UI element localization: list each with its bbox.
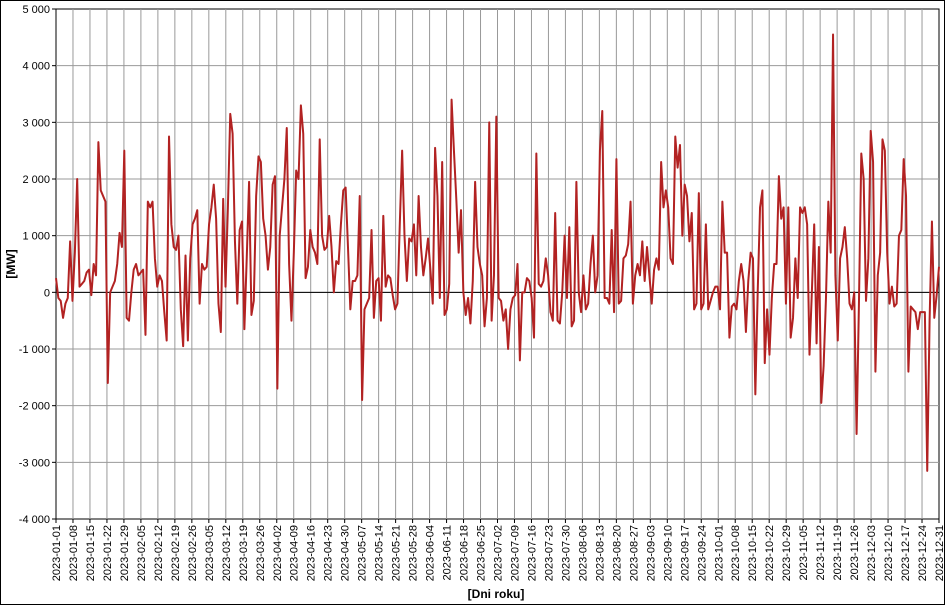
y-tick-label: 0 [44, 287, 50, 299]
series-group [55, 33, 940, 472]
x-tick-label: 2023-03-26 [255, 525, 267, 581]
x-tick-label: 2023-03-19 [238, 525, 250, 581]
y-axis-title: [MW] [4, 249, 18, 278]
x-tick-label: 2023-01-08 [68, 525, 80, 581]
x-tick-label: 2023-08-06 [577, 525, 589, 581]
x-tick-label: 2023-06-11 [442, 525, 454, 580]
x-tick-label: 2023-12-10 [883, 525, 895, 581]
y-tick-label: 1 000 [22, 231, 50, 243]
x-tick-label: 2023-07-16 [526, 525, 538, 581]
series-line-0 [55, 33, 940, 472]
y-axis-ticks: -4 000 -3 000 -2 000 -1 000 0 1 000 2 000 3 000… [19, 4, 56, 526]
x-tick-label: 2023-05-28 [408, 525, 420, 581]
x-tick-label: 2023-01-29 [119, 525, 131, 581]
x-tick-label: 2023-10-29 [781, 525, 793, 581]
x-tick-label: 2023-10-22 [764, 525, 776, 581]
x-tick-label: 2023-01-01 [51, 525, 63, 581]
x-tick-label: 2023-06-04 [425, 525, 437, 581]
x-tick-label: 2023-08-20 [611, 525, 623, 581]
x-axis-title: [Dni roku] [468, 587, 525, 601]
x-tick-label: 2023-11-12 [815, 525, 827, 580]
x-tick-label: 2023-02-12 [153, 525, 165, 581]
y-tick-label: -3 000 [19, 457, 50, 469]
y-tick-label: -4 000 [19, 514, 50, 526]
x-tick-label: 2023-02-26 [187, 525, 199, 581]
x-tick-label: 2023-04-23 [323, 525, 335, 581]
x-tick-label: 2023-09-10 [662, 525, 674, 581]
x-tick-label: 2023-02-19 [170, 525, 182, 581]
y-tick-label: 3 000 [22, 117, 50, 129]
x-tick-label: 2023-09-17 [679, 525, 691, 581]
x-tick-label: 2023-02-05 [136, 525, 148, 581]
y-tick-label: 4 000 [22, 61, 50, 73]
x-tick-label: 2023-06-18 [459, 525, 471, 581]
x-tick-label: 2023-12-24 [917, 525, 929, 581]
x-tick-label: 2023-11-26 [849, 525, 861, 580]
x-tick-label: 2023-07-09 [509, 525, 521, 581]
x-tick-label: 2023-12-03 [866, 525, 878, 581]
x-tick-label: 2023-04-09 [289, 525, 301, 581]
x-tick-label: 2023-05-14 [374, 525, 386, 581]
x-tick-label: 2023-04-16 [306, 525, 318, 581]
x-tick-label: 2023-09-03 [645, 525, 657, 581]
x-tick-label: 2023-08-27 [628, 525, 640, 581]
y-tick-label: 5 000 [22, 4, 50, 16]
x-axis-ticks: 2023-01-01 2023-01-08 2023-01-15 2023-01-22… [51, 519, 945, 581]
x-tick-label: 2023-08-13 [594, 525, 606, 581]
x-tick-label: 2023-07-30 [560, 525, 572, 581]
y-tick-label: -1 000 [19, 344, 50, 356]
x-tick-label: 2023-05-21 [391, 525, 403, 581]
x-tick-label: 2023-06-25 [476, 525, 488, 581]
x-gridlines [72, 9, 923, 519]
x-tick-label: 2023-04-30 [340, 525, 352, 581]
x-tick-label: 2023-12-17 [900, 525, 912, 581]
x-tick-label: 2023-10-15 [747, 525, 759, 581]
x-tick-label: 2023-05-07 [357, 525, 369, 581]
x-tick-label: 2023-07-02 [493, 525, 505, 581]
y-tick-label: 2 000 [22, 174, 50, 186]
x-tick-label: 2023-01-15 [85, 525, 97, 581]
x-tick-label: 2023-03-12 [221, 525, 233, 581]
x-tick-label: 2023-10-08 [730, 525, 742, 581]
x-tick-label: 2023-10-01 [713, 525, 725, 581]
x-tick-label: 2023-03-05 [204, 525, 216, 581]
y-tick-label: -2 000 [19, 401, 50, 413]
x-tick-label: 2023-09-24 [696, 525, 708, 581]
x-tick-label: 2023-12-31 [934, 525, 945, 581]
x-tick-label: 2023-07-23 [543, 525, 555, 581]
x-tick-label: 2023-11-05 [798, 525, 810, 580]
x-tick-label: 2023-04-02 [272, 525, 284, 581]
x-tick-label: 2023-11-19 [832, 525, 844, 580]
x-tick-label: 2023-01-22 [102, 525, 114, 581]
